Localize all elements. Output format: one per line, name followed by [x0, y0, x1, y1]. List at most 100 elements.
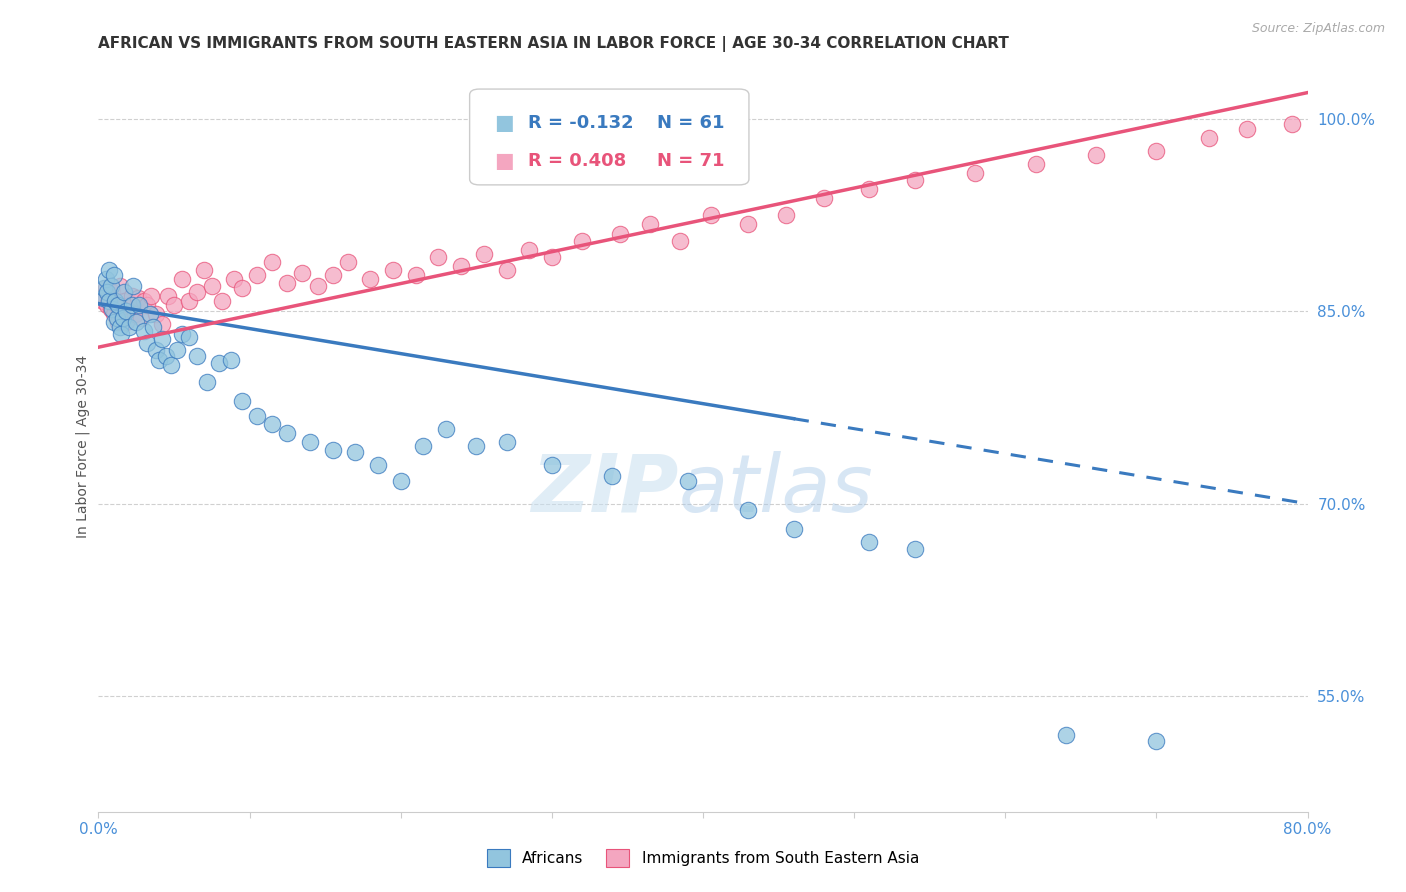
Point [103, 314, 125, 328]
Point [1236, 122, 1258, 136]
Point [638, 217, 661, 231]
Text: R = 0.408: R = 0.408 [527, 152, 626, 169]
Point [128, 298, 150, 312]
Point [336, 255, 359, 269]
Point [389, 474, 412, 488]
Point [367, 458, 389, 473]
Point [322, 268, 344, 283]
Point [156, 289, 179, 303]
Point [246, 268, 269, 283]
Point [135, 336, 157, 351]
Point [382, 263, 405, 277]
Text: ■: ■ [494, 151, 513, 170]
Point [160, 358, 183, 372]
Point [602, 468, 624, 483]
Point [405, 268, 427, 283]
Point [170, 272, 193, 286]
Point [129, 310, 152, 325]
Point [322, 442, 344, 457]
Point [211, 293, 233, 308]
Point [93, 281, 115, 295]
Text: atlas: atlas [679, 450, 873, 529]
Point [465, 439, 488, 453]
Point [360, 272, 382, 286]
Point [224, 272, 246, 286]
Point [101, 301, 124, 316]
Point [135, 298, 157, 312]
Point [121, 298, 143, 312]
Text: R = -0.132: R = -0.132 [527, 113, 633, 132]
Point [104, 293, 127, 308]
Point [412, 439, 434, 453]
Point [1281, 117, 1303, 131]
Point [118, 319, 141, 334]
Point [103, 268, 125, 283]
Point [155, 349, 177, 363]
Text: AFRICAN VS IMMIGRANTS FROM SOUTH EASTERN ASIA IN LABOR FORCE | AGE 30-34 CORRELA: AFRICAN VS IMMIGRANTS FROM SOUTH EASTERN… [98, 36, 1010, 52]
Point [110, 327, 132, 342]
Point [1144, 144, 1167, 158]
Point [103, 307, 125, 321]
Point [291, 266, 314, 280]
Point [904, 173, 927, 187]
Point [344, 445, 367, 459]
Point [179, 293, 201, 308]
Point [1312, 255, 1334, 269]
Point [1144, 734, 1167, 748]
Point [472, 246, 495, 260]
Point [91, 292, 114, 306]
Point [96, 285, 118, 299]
Point [495, 435, 517, 450]
Point [965, 166, 987, 180]
Point [858, 535, 880, 549]
Point [737, 217, 759, 231]
Point [193, 263, 215, 277]
Point [540, 251, 562, 265]
Point [150, 317, 173, 331]
Point [170, 327, 193, 342]
Point [276, 426, 298, 441]
Point [101, 285, 124, 299]
Point [100, 301, 122, 316]
Point [96, 298, 118, 312]
Text: N = 71: N = 71 [657, 152, 724, 169]
Point [609, 227, 631, 242]
Point [495, 263, 517, 277]
Point [145, 307, 167, 321]
Point [1024, 157, 1046, 171]
Point [94, 281, 117, 295]
Point [1054, 728, 1077, 742]
Point [858, 182, 880, 196]
Point [132, 293, 155, 308]
Point [427, 251, 450, 265]
Point [110, 301, 132, 316]
Point [262, 255, 284, 269]
Point [307, 278, 329, 293]
Point [783, 523, 806, 537]
Point [98, 289, 121, 303]
Point [124, 307, 146, 321]
Point [91, 293, 114, 308]
Text: ■: ■ [494, 112, 513, 133]
Point [105, 310, 128, 325]
FancyBboxPatch shape [470, 89, 749, 185]
Point [114, 304, 136, 318]
Point [112, 293, 135, 308]
Point [434, 422, 457, 436]
Point [517, 243, 540, 257]
Point [179, 330, 201, 344]
Point [145, 343, 167, 357]
Point [186, 349, 208, 363]
Point [94, 272, 117, 286]
Point [195, 375, 218, 389]
Point [112, 285, 135, 299]
Point [571, 234, 593, 248]
Point [1085, 147, 1108, 161]
Point [125, 314, 148, 328]
Point [186, 285, 208, 299]
Point [201, 278, 224, 293]
Point [676, 474, 699, 488]
Point [163, 298, 186, 312]
Point [121, 289, 143, 303]
Point [98, 263, 121, 277]
